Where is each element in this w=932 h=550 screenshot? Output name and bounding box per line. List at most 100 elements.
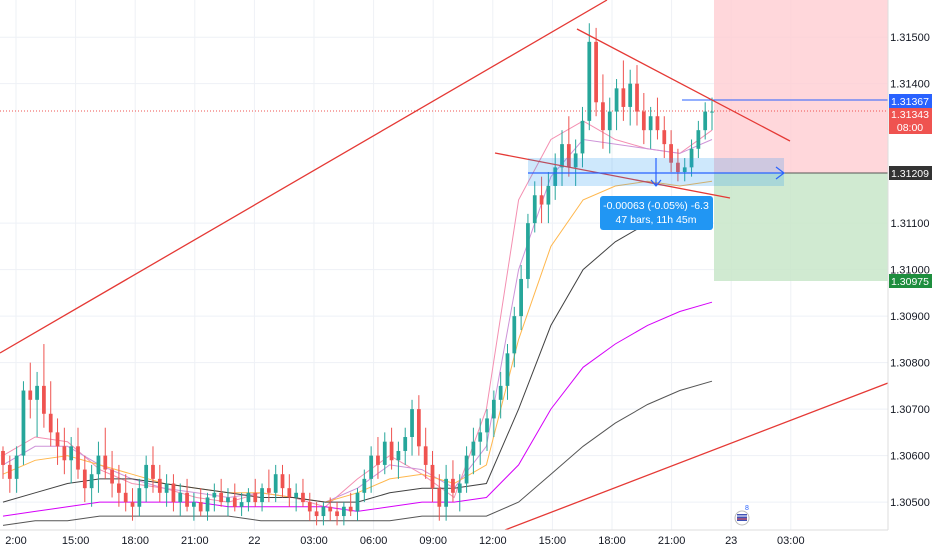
candle-body xyxy=(246,492,251,503)
x-tick-label: 12:00 xyxy=(479,535,507,547)
countdown-label xyxy=(889,121,932,134)
y-tick-label: 1.30900 xyxy=(890,311,930,323)
candle xyxy=(601,74,605,149)
candle xyxy=(35,371,39,438)
candle xyxy=(526,213,530,289)
measure-bars-duration: 47 bars, 11h 45m xyxy=(616,214,697,226)
measure-tool[interactable]: -0.00063 (-0.05%) -6.3 47 bars, 11h 45m xyxy=(528,158,785,230)
candle-body xyxy=(226,497,230,503)
candle-body xyxy=(55,432,60,447)
candle-body xyxy=(560,144,564,168)
countdown-text: 08:00 xyxy=(897,122,923,134)
x-tick-label: 06:00 xyxy=(360,535,388,547)
x-tick-label: 21:00 xyxy=(658,535,686,547)
x-tick-label: 22 xyxy=(248,535,260,547)
candle xyxy=(294,483,299,512)
candle xyxy=(232,483,237,512)
candle xyxy=(28,362,33,419)
candle-body xyxy=(307,502,312,512)
x-tick-label: 15:00 xyxy=(539,535,567,547)
candle-body xyxy=(328,506,333,512)
candle xyxy=(171,474,176,512)
candle xyxy=(42,344,46,428)
candle-body xyxy=(273,474,278,493)
candle-body xyxy=(491,399,496,419)
entry-price-label xyxy=(889,166,932,180)
candle-body xyxy=(587,41,592,121)
candle-body xyxy=(614,88,619,112)
candle xyxy=(682,158,687,182)
current-price-label xyxy=(889,108,932,121)
candle-body xyxy=(151,464,155,479)
candle xyxy=(287,474,292,507)
candle xyxy=(21,381,26,465)
descending-trendline[interactable] xyxy=(576,28,791,142)
lower-channel-line[interactable] xyxy=(494,152,731,199)
candle xyxy=(430,450,435,503)
candle xyxy=(437,474,442,521)
candle xyxy=(178,483,183,517)
candle xyxy=(519,265,523,331)
stop-loss-zone[interactable] xyxy=(714,0,888,173)
candle xyxy=(389,427,394,470)
x-tick-label: 18:00 xyxy=(121,535,149,547)
x-tick-label: 03:00 xyxy=(300,535,328,547)
candle-body xyxy=(192,502,196,507)
candle xyxy=(553,153,558,200)
upper-trendline[interactable] xyxy=(0,0,608,354)
candle-body xyxy=(573,153,578,168)
candle xyxy=(662,116,667,159)
candle-body xyxy=(648,116,653,131)
candle xyxy=(505,344,510,400)
candle xyxy=(689,139,694,177)
candle-body xyxy=(110,469,114,484)
candle xyxy=(110,450,114,498)
candle xyxy=(14,446,19,493)
candle-body xyxy=(62,446,67,461)
candle xyxy=(451,460,455,503)
x-tick-label: 23 xyxy=(725,535,737,547)
candle xyxy=(341,502,346,526)
candle-body xyxy=(103,455,108,470)
take-profit-zone[interactable] xyxy=(714,173,888,281)
candle-body xyxy=(185,492,189,507)
candle-body xyxy=(430,464,435,489)
candle xyxy=(478,418,483,465)
price-axis[interactable]: 1.31500 1.31400 1.31100 1.31000 1.30900 1.308… xyxy=(887,0,932,550)
candle xyxy=(260,483,264,512)
support-trendline[interactable] xyxy=(504,382,889,531)
candle xyxy=(185,478,189,512)
candle xyxy=(669,130,673,173)
candle-body xyxy=(478,432,483,442)
economic-event-flag-icon[interactable]: 8 xyxy=(734,505,750,526)
candle-body xyxy=(696,130,701,149)
candle xyxy=(82,455,87,503)
highlight-price-text: 1.31367 xyxy=(891,96,929,108)
candle xyxy=(641,92,646,145)
candle-body xyxy=(21,390,26,456)
candle-body xyxy=(505,353,510,386)
candle xyxy=(648,106,653,149)
candle-body xyxy=(601,102,605,131)
candle-body xyxy=(526,223,530,279)
candle-body xyxy=(710,111,714,113)
candle xyxy=(376,437,380,479)
candle xyxy=(369,446,374,493)
candle-body xyxy=(239,502,244,507)
candle-body xyxy=(267,488,271,493)
candle-body xyxy=(280,474,285,489)
candle-body xyxy=(451,478,455,493)
candle xyxy=(55,418,60,465)
candle xyxy=(130,488,135,521)
candle xyxy=(560,130,564,186)
candle-body xyxy=(403,437,408,451)
candle-body xyxy=(14,455,19,479)
time-axis[interactable]: 2:00 15:00 18:00 21:00 22 03:00 06:00 09:00 12:0… xyxy=(0,529,932,550)
candle xyxy=(253,478,258,507)
candle-body xyxy=(635,83,639,112)
candle-body xyxy=(76,446,80,470)
candle-body xyxy=(321,506,326,517)
candle xyxy=(328,497,333,521)
candle xyxy=(280,464,285,498)
